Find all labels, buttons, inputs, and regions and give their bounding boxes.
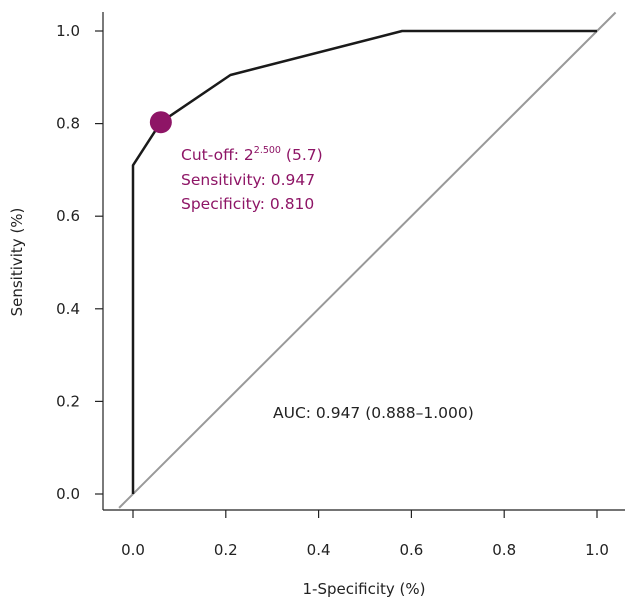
x-tick-label: 0.6: [399, 541, 423, 559]
y-tick-label: 0.6: [56, 207, 80, 225]
x-ticks: 0.0 0.2 0.4 0.6 0.8 1.0: [121, 510, 609, 559]
cutoff-label-prefix: Cut-off: 2: [181, 146, 254, 164]
reference-diagonal-line: [118, 11, 617, 509]
x-tick-label: 0.0: [121, 541, 145, 559]
specificity-label: Specificity: 0.810: [181, 195, 314, 213]
cutoff-point-marker: [149, 111, 172, 134]
axes-group: 0.0 0.2 0.4 0.6 0.8 1.0 0.0 0.2 0.4 0.6 0.8 1.0: [56, 12, 625, 559]
y-tick-label: 0.2: [56, 392, 80, 410]
y-tick-label: 0.4: [56, 300, 80, 318]
auc-label: AUC: 0.947 (0.888–1.000): [273, 404, 474, 422]
roc-curve-line: [131, 29, 597, 494]
x-axis-title: 1-Specificity (%): [303, 580, 426, 597]
sensitivity-label: Sensitivity: 0.947: [181, 171, 315, 189]
y-axis-title: Sensitivity (%): [8, 208, 26, 317]
x-tick-label: 0.8: [492, 541, 516, 559]
x-tick-label: 0.2: [214, 541, 238, 559]
y-tick-label: 0.8: [56, 115, 80, 133]
x-tick-label: 1.0: [585, 541, 609, 559]
x-tick-label: 0.4: [307, 541, 331, 559]
cutoff-label-exponent: 2.500: [254, 145, 281, 156]
cutoff-label: Cut-off: 22.500 (5.7): [181, 145, 323, 164]
y-tick-label: 0.0: [56, 485, 80, 503]
cutoff-label-suffix: (5.7): [281, 146, 323, 164]
plot-layer: [118, 11, 617, 509]
y-ticks: 0.0 0.2 0.4 0.6 0.8 1.0: [56, 22, 103, 503]
y-tick-label: 1.0: [56, 22, 80, 40]
